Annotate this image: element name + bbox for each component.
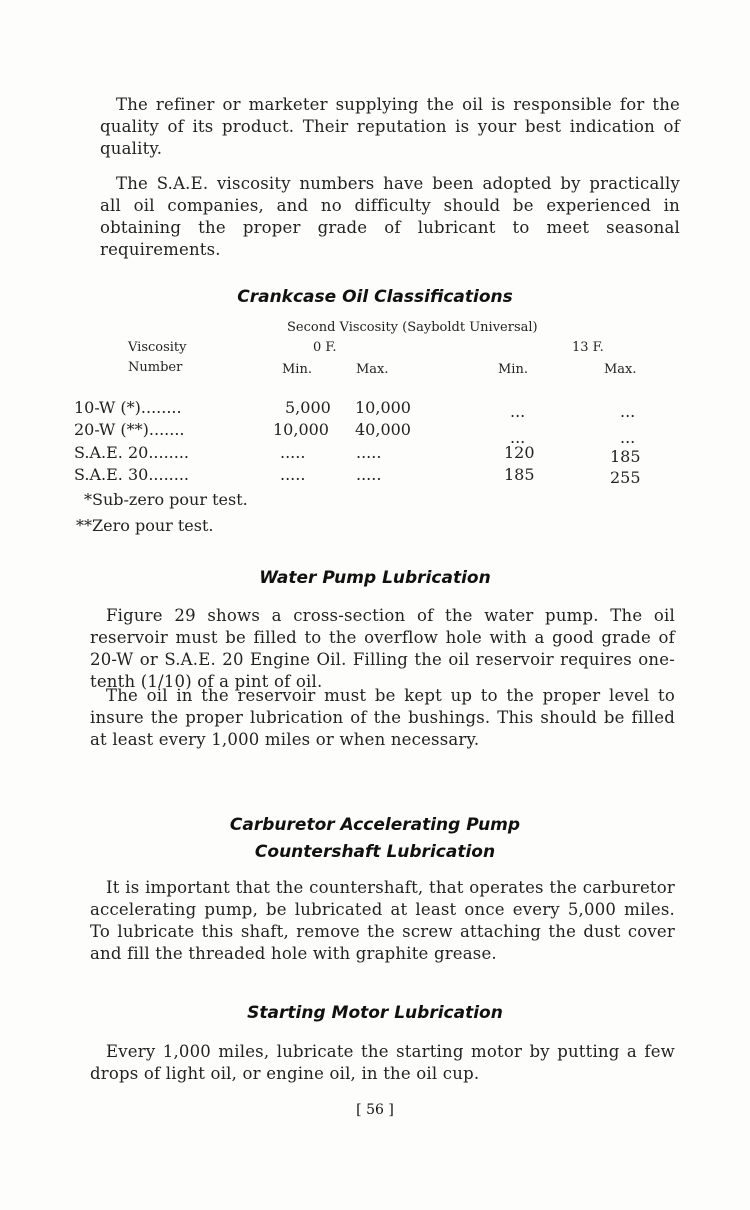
- paragraph-refiner: The refiner or marketer supplying the oi…: [100, 95, 680, 158]
- cell: 40,000: [355, 420, 411, 439]
- cell: .....: [280, 443, 306, 462]
- cell: .....: [356, 465, 382, 484]
- heading-carburetor-1: Carburetor Accelerating Pump: [229, 815, 521, 835]
- heading-starting-motor: Starting Motor Lubrication: [247, 1003, 503, 1023]
- col-max-13: Max.: [604, 362, 637, 377]
- cell: 185: [610, 447, 641, 466]
- footnote-zero: **Zero pour test.: [76, 516, 214, 535]
- footnote-subzero: *Sub-zero pour test.: [84, 490, 248, 509]
- col-min-0: Min.: [282, 362, 312, 377]
- cell: 10,000: [355, 398, 411, 417]
- cell: ...: [620, 402, 636, 421]
- cell: 185: [504, 465, 535, 484]
- page-number: [ 56 ]: [356, 1102, 394, 1118]
- row-name: S.A.E. 30........: [74, 465, 190, 484]
- paragraph-water-pump-2: The oil in the reservoir must be kept up…: [90, 686, 675, 749]
- cell: 120: [504, 443, 535, 462]
- col-viscosity: Viscosity: [128, 340, 187, 355]
- cell: 10,000: [273, 420, 329, 439]
- row-name: 20-W (**).......: [74, 420, 185, 439]
- paragraph-carburetor: It is important that the countershaft, t…: [90, 878, 675, 963]
- cell: ...: [510, 428, 526, 447]
- paragraph-starting-motor: Every 1,000 miles, lubricate the startin…: [90, 1042, 675, 1083]
- heading-water-pump: Water Pump Lubrication: [259, 568, 491, 588]
- row-name: S.A.E. 20........: [74, 443, 190, 462]
- paragraph-water-pump-1: Figure 29 shows a cross-section of the w…: [90, 606, 675, 691]
- temp-13f: 13 F.: [572, 340, 604, 355]
- paragraph-sae: The S.A.E. viscosity numbers have been a…: [100, 174, 680, 259]
- temp-0f: 0 F.: [313, 340, 337, 355]
- group-header: Second Viscosity (Sayboldt Universal): [287, 320, 538, 335]
- col-max-0: Max.: [356, 362, 389, 377]
- col-number: Number: [128, 360, 183, 375]
- cell: ...: [510, 402, 526, 421]
- heading-carburetor-2: Countershaft Lubrication: [254, 842, 496, 862]
- cell: .....: [280, 465, 306, 484]
- col-min-13: Min.: [498, 362, 528, 377]
- cell: 5,000: [285, 398, 331, 417]
- heading-crankcase: Crankcase Oil Classifications: [237, 287, 513, 307]
- row-name: 10-W (*)........: [74, 398, 182, 417]
- cell: ...: [620, 428, 636, 447]
- cell: 255: [610, 468, 641, 487]
- cell: .....: [356, 443, 382, 462]
